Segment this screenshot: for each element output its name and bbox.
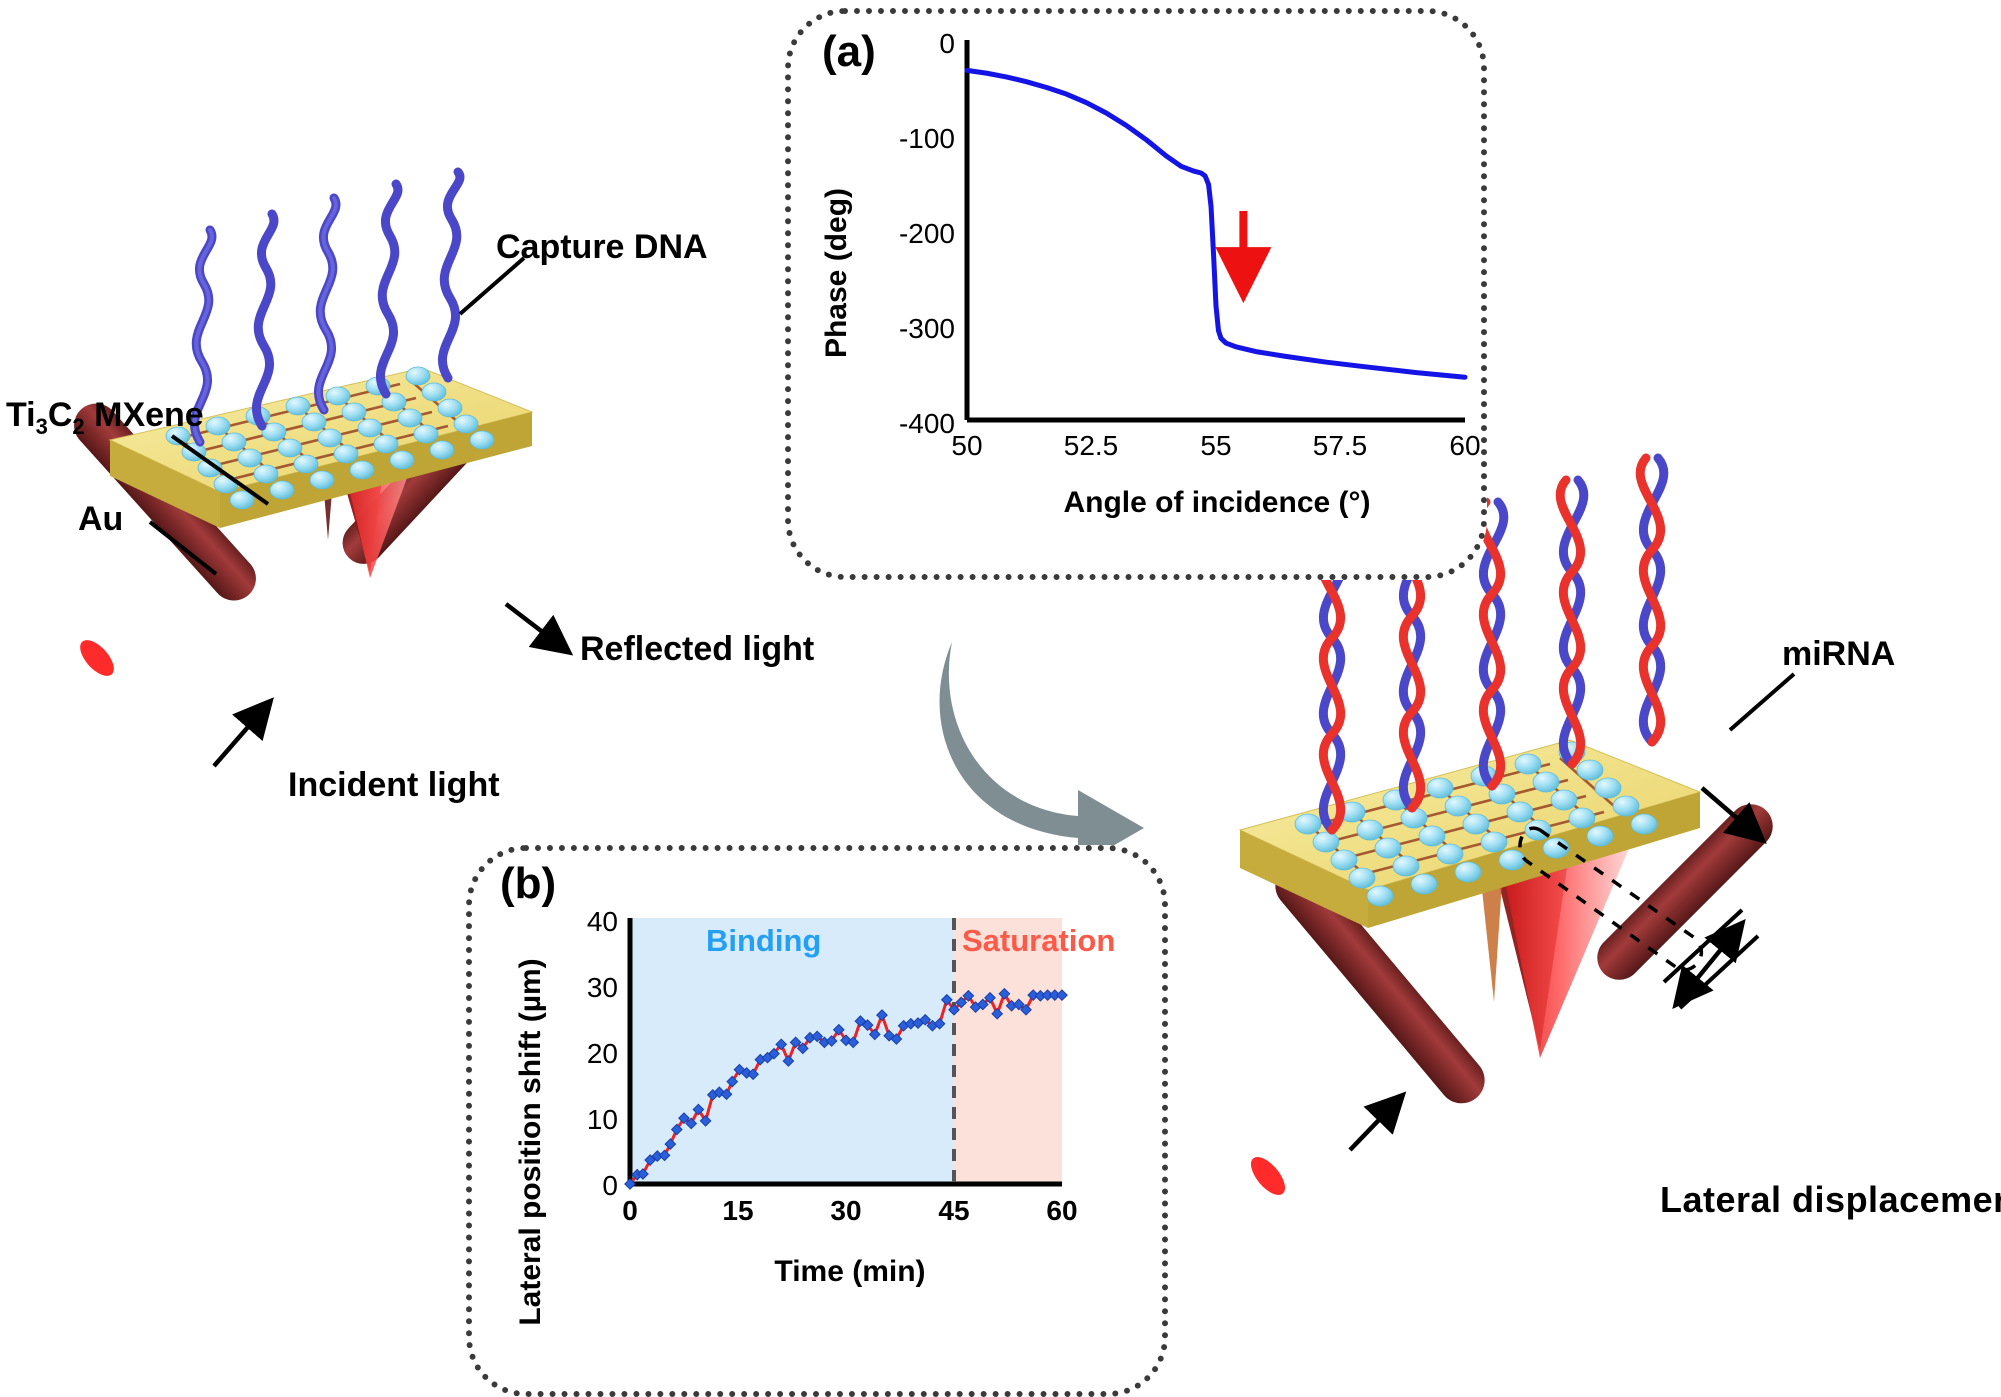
panel-a-xtick-2: 55 (1200, 430, 1232, 461)
incident-light-arrow (212, 697, 274, 768)
panel-a-chart: Phase (deg) 0 -100 -200 -300 -400 50 52.… (785, 8, 1481, 568)
panel-a-ytick-0: 0 (939, 28, 955, 59)
panel-a-xtick-1: 52.5 (1063, 430, 1119, 461)
panel-b-ytick-1: 10 (586, 1104, 618, 1135)
panel-a-xtick-0: 50 (951, 430, 983, 461)
reflected-light-arrow (504, 602, 574, 656)
panel-b-region-binding-label: Binding (706, 923, 822, 958)
au-leader-line (148, 520, 218, 576)
panel-b-xtick-0: 0 (622, 1195, 638, 1226)
mirna-duplexes (1315, 453, 1669, 835)
panel-a-xlabel: Angle of incidence (°) (1063, 486, 1371, 519)
incident-light-label: Incident light (288, 766, 500, 804)
panel-b-plot-area (624, 918, 1068, 1190)
panel-b-ytick-2: 20 (586, 1038, 618, 1069)
capture-dna-leader-line (458, 256, 526, 316)
panel-b-label: (b) (500, 859, 557, 908)
left-illustration-svg (74, 167, 534, 676)
lateral-displacement-indicator (1518, 826, 1760, 1010)
reflected-light-label: Reflected light (580, 630, 815, 668)
left-sensor-illustration (70, 167, 690, 820)
panel-b-xtick-3: 45 (938, 1195, 970, 1226)
reflected-beam-rod-right (1597, 804, 1773, 980)
mxene-leader-line (170, 434, 270, 506)
panel-a-ylabel: Phase (deg) (820, 187, 853, 359)
mxene-c: C (47, 396, 73, 434)
mirna-leader-line (1728, 672, 1796, 732)
mxene-rest: MXene (84, 396, 204, 434)
panel-a-xtick-4: 60 (1449, 430, 1481, 461)
panel-a-ytick-4: -400 (898, 408, 955, 439)
panel-b-ytick-3: 30 (586, 972, 618, 1003)
beam-direction-arrows (1348, 786, 1767, 1152)
mxene-sub3: 3 (35, 413, 48, 439)
panel-a-plot-area (964, 40, 1468, 423)
panel-b-xtick-4: 60 (1046, 1195, 1078, 1226)
capture-dna-label: Capture DNA (496, 228, 708, 266)
mxene-ti: Ti (6, 396, 36, 434)
panel-a-ytick-3: -300 (898, 313, 955, 344)
mirna-label: miRNA (1782, 635, 1896, 673)
right-sensor-illustration (1238, 453, 2000, 1300)
panel-a-xtick-3: 57.5 (1312, 430, 1368, 461)
incident-beam-rod-right (1250, 862, 1485, 1195)
panel-b-region-saturation-label: Saturation (962, 923, 1116, 958)
panel-b-ytick-4: 40 (586, 906, 618, 937)
panel-b-chart: Lateral position shift (µm) 40 30 20 10 … (466, 845, 1156, 1385)
lateral-displacement-label: Lateral displacement (1660, 1179, 2001, 1220)
panel-b-xtick-1: 15 (722, 1195, 754, 1226)
panel-b-xlabel: Time (min) (774, 1255, 926, 1288)
panel-a-ytick-1: -100 (898, 123, 955, 154)
right-illustration-svg (1238, 453, 1773, 1195)
transition-curved-arrow-icon (939, 642, 1144, 866)
panel-b-ytick-0: 0 (602, 1170, 618, 1201)
mxene-sub2: 2 (72, 413, 85, 439)
panel-a-ytick-2: -200 (898, 218, 955, 249)
au-label: Au (78, 500, 124, 538)
panel-a-container (785, 8, 1487, 580)
panel-a-label: (a) (822, 27, 876, 76)
mxene-label: Ti3C2 MXene (6, 398, 204, 438)
capture-dna-strands (190, 167, 465, 447)
panel-b-xtick-2: 30 (830, 1195, 862, 1226)
